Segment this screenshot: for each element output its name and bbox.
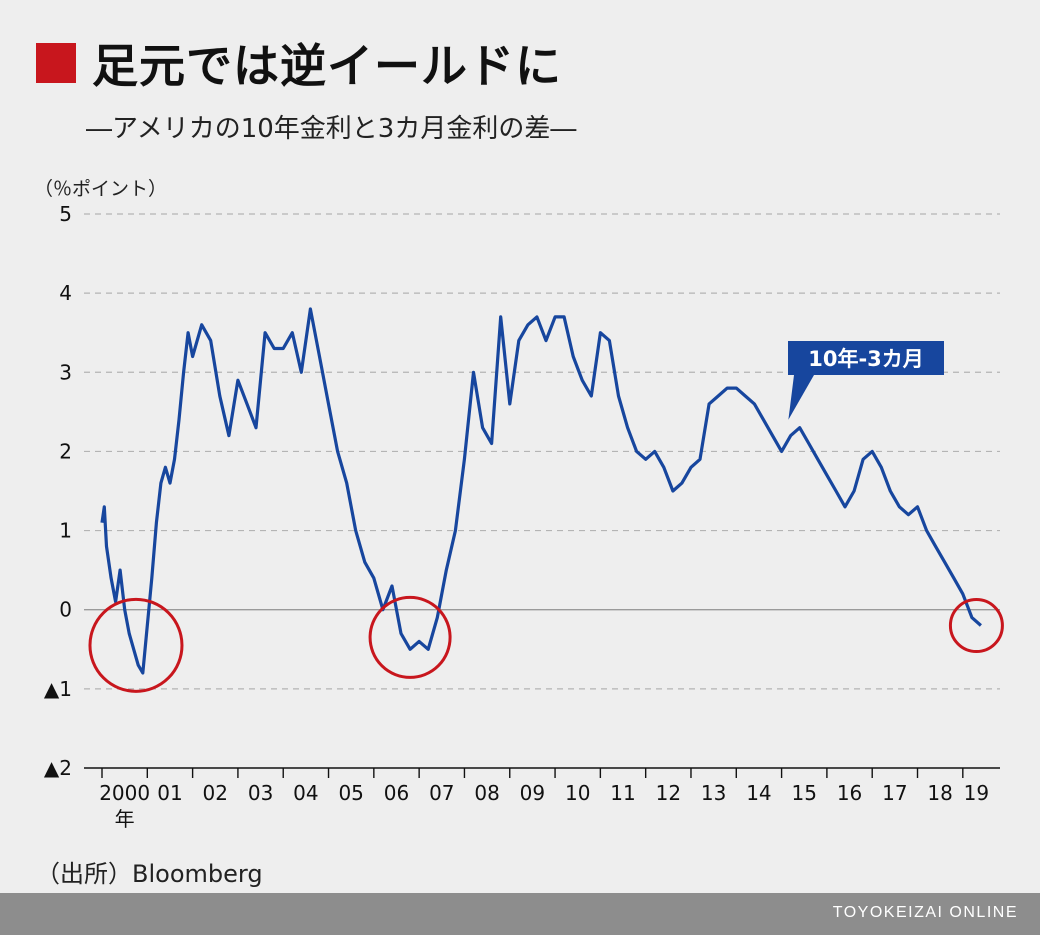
x-tick-label: 01: [157, 781, 182, 805]
x-tick-label: 11: [610, 781, 635, 805]
x-tick-label: 08: [474, 781, 499, 805]
y-tick-label: 0: [59, 598, 72, 622]
x-tick-label: 18: [927, 781, 952, 805]
source-note: （出所）Bloomberg: [36, 860, 263, 888]
title-marker: [36, 43, 76, 83]
x-tick-label: 14: [746, 781, 771, 805]
inversion-circle: [88, 597, 184, 693]
x-tick-label: 10: [565, 781, 590, 805]
footer-bar: TOYOKEIZAI ONLINE: [0, 893, 1040, 935]
x-tick-sublabel: 年: [115, 807, 135, 831]
x-tick-label: 17: [882, 781, 907, 805]
y-tick-label: 1: [59, 519, 72, 543]
y-tick-label: 2: [59, 439, 72, 463]
y-tick-label: 4: [59, 281, 72, 305]
title-row: 足元では逆イールドに: [36, 30, 562, 96]
x-tick-label: 02: [203, 781, 228, 805]
series-label: 10年-3カ月: [808, 347, 924, 371]
x-tick-label: 04: [293, 781, 318, 805]
x-tick-label: 16: [837, 781, 862, 805]
series-label-box: [788, 341, 944, 375]
series-label-pointer: [788, 375, 814, 420]
x-tick-label: 03: [248, 781, 273, 805]
y-tick-label: 5: [59, 202, 72, 226]
x-tick-label: 06: [384, 781, 409, 805]
y-tick-label: ▲2: [44, 756, 72, 780]
x-tick-label: 12: [656, 781, 681, 805]
series-line: [100, 307, 982, 675]
inversion-circle: [948, 598, 1004, 654]
x-tick-label: 09: [520, 781, 545, 805]
page-title: 足元では逆イールドに: [92, 39, 562, 93]
x-tick-label: 13: [701, 781, 726, 805]
x-tick-label: 05: [338, 781, 363, 805]
x-tick-label: 07: [429, 781, 454, 805]
y-axis-unit: （％ポイント）: [34, 178, 168, 200]
x-tick-label: 15: [792, 781, 817, 805]
inversion-circle: [368, 595, 452, 679]
x-tick-label: 2000: [99, 781, 150, 805]
brand-label: TOYOKEIZAI ONLINE: [832, 904, 1018, 921]
x-tick-label: 19: [964, 781, 989, 805]
y-tick-label: ▲1: [44, 677, 72, 701]
subtitle: ―アメリカの10年金利と3カ月金利の差―: [86, 114, 577, 144]
y-tick-label: 3: [59, 360, 72, 384]
